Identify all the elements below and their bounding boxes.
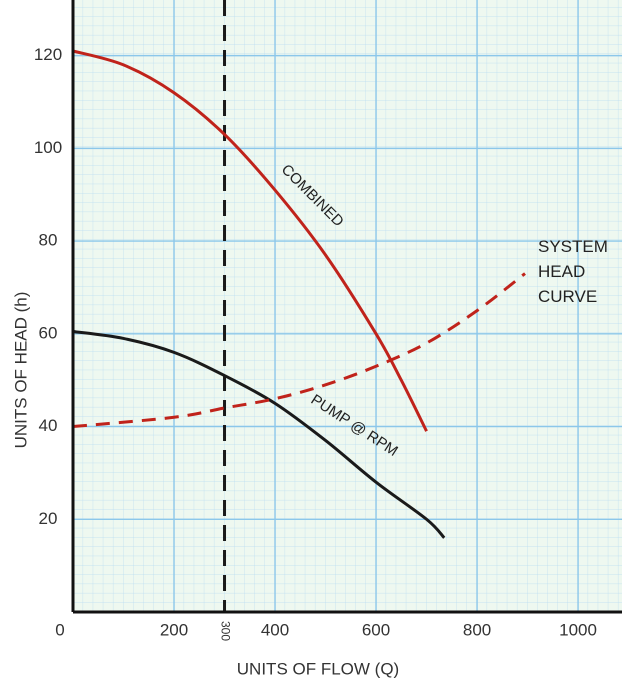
y-tick-label: 40 [39, 416, 58, 435]
x-axis-label: UNITS OF FLOW (Q) [237, 659, 399, 678]
series-line [72, 49, 428, 432]
y-tick-label: 100 [34, 138, 62, 157]
x-tick-label: 0 [55, 620, 64, 639]
y-tick-label: 20 [39, 509, 58, 528]
system-curve-label: SYSTEM HEAD CURVE [538, 237, 608, 306]
series-line [72, 272, 526, 429]
x-tick-label: 800 [463, 620, 491, 639]
reference-line-label: 300 [218, 621, 232, 641]
x-tick-label: 600 [362, 620, 390, 639]
y-tick-label: 80 [39, 231, 58, 250]
y-tick-label: 120 [34, 45, 62, 64]
minor-grid [73, 0, 622, 612]
y-axis-label: UNITS OF HEAD (h) [11, 292, 30, 449]
x-tick-label: 200 [160, 620, 188, 639]
x-tick-label: 400 [261, 620, 289, 639]
y-tick-label: 60 [39, 323, 58, 342]
series-line [72, 330, 446, 539]
x-tick-label: 1000 [559, 620, 597, 639]
